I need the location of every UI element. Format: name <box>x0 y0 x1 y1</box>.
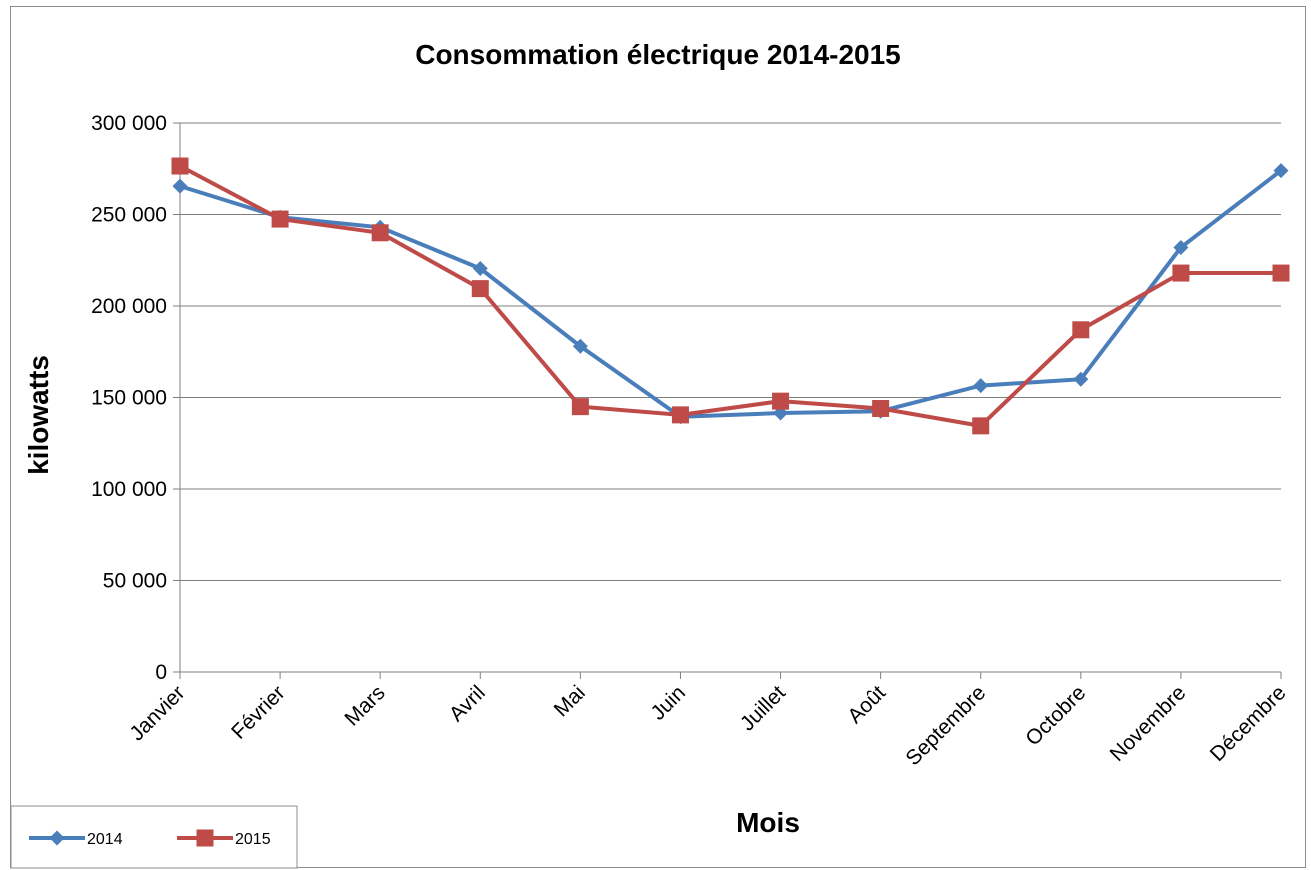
data-point-2015 <box>1072 321 1090 339</box>
x-tick-label: Octobre <box>1021 681 1090 750</box>
x-tick-label: Juin <box>646 681 690 725</box>
data-point-2015 <box>571 398 589 416</box>
y-axis-title: kilowatts <box>23 355 54 475</box>
y-tick-label: 0 <box>155 661 167 684</box>
data-point-2015 <box>471 280 489 298</box>
chart-frame <box>10 6 1306 868</box>
x-tick-label: Février <box>227 681 289 743</box>
x-tick-label: Avril <box>445 681 490 726</box>
series <box>171 157 1290 435</box>
series-2015 <box>171 157 1290 435</box>
legend-marker-2014 <box>49 830 65 846</box>
data-point-2015 <box>171 157 189 175</box>
x-tick-label: Novembre <box>1106 681 1191 766</box>
y-tick-label: 250 000 <box>91 204 167 227</box>
x-axis-title: Mois <box>736 807 800 838</box>
x-tick-label: Juillet <box>736 681 790 735</box>
y-tick-label: 50 000 <box>103 570 167 593</box>
x-tick-label: Septembre <box>901 681 990 770</box>
data-point-2015 <box>772 392 790 410</box>
data-point-2015 <box>872 399 890 417</box>
y-tick-label: 150 000 <box>91 387 167 410</box>
legend-marker-2015 <box>196 829 214 847</box>
data-point-2014 <box>172 178 188 194</box>
data-point-2015 <box>972 417 990 435</box>
data-point-2014 <box>1173 239 1189 255</box>
x-tick-label: Mai <box>550 681 590 721</box>
series-2014 <box>172 163 1289 425</box>
y-tick-label: 300 000 <box>91 112 167 135</box>
data-point-2015 <box>1172 264 1190 282</box>
data-point-2014 <box>1273 163 1289 179</box>
data-point-2014 <box>1073 371 1089 387</box>
data-point-2014 <box>472 260 488 276</box>
series-line-2015 <box>179 164 1281 428</box>
x-tick-label: Mars <box>340 681 389 730</box>
x-tick-label: Août <box>843 681 890 728</box>
x-tick-labels: Janvier Février Mars Avril Mai Juin Juillet Aoû… <box>125 681 1290 770</box>
data-point-2015 <box>671 406 689 424</box>
data-point-2015 <box>271 210 289 228</box>
x-tick-label: Janvier <box>125 681 189 745</box>
chart-title: Consommation électrique 2014-2015 <box>415 39 901 70</box>
x-tick-label: Décembre <box>1206 681 1291 766</box>
y-tick-label: 100 000 <box>91 478 167 501</box>
axes <box>173 122 1282 679</box>
data-point-2014 <box>973 378 989 394</box>
series-line-2014 <box>179 168 1283 419</box>
data-point-2015 <box>371 224 389 242</box>
legend-label-2015: 2015 <box>235 831 271 848</box>
gridlines <box>180 122 1281 581</box>
y-tick-labels: 0 50 000 100 000 150 000 200 000 250 000 300 0… <box>91 112 167 684</box>
data-point-2015 <box>1272 264 1290 282</box>
legend-label-2014: 2014 <box>87 831 123 848</box>
data-point-2014 <box>572 338 588 354</box>
legend: 2014 2015 <box>10 805 298 869</box>
y-tick-label: 200 000 <box>91 295 167 318</box>
